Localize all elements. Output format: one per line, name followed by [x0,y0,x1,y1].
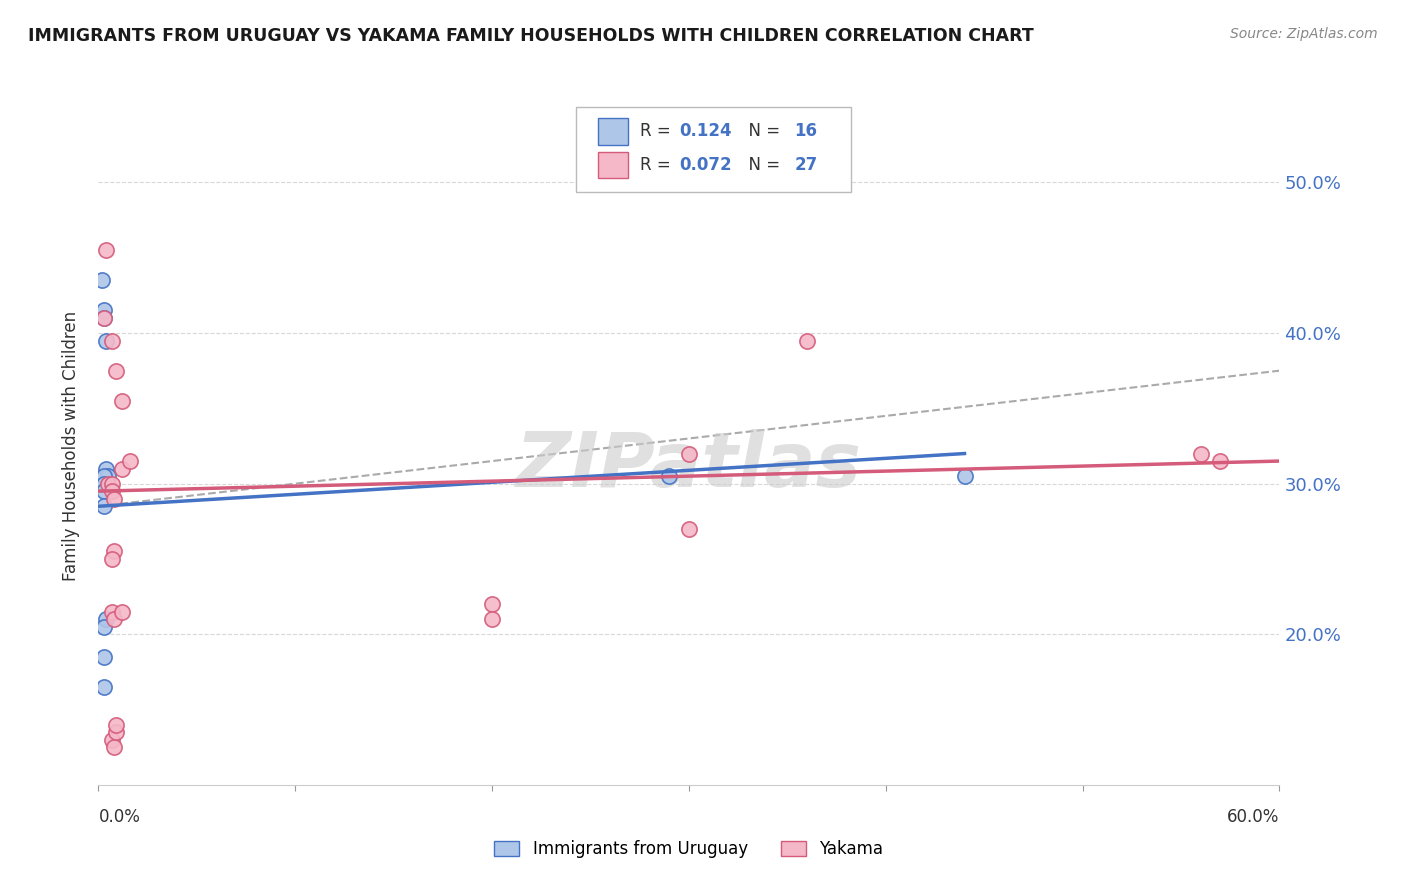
Text: ZIPatlas: ZIPatlas [516,429,862,503]
Point [101,552,124,566]
Text: 27: 27 [794,156,818,174]
Text: 0.072: 0.072 [679,156,731,174]
Point [103,544,125,558]
Point [481,597,503,611]
Text: 16: 16 [794,122,817,140]
Point [93,469,115,483]
Point [105,717,128,731]
Point [101,334,124,348]
Point [103,612,125,626]
Point [93,649,115,664]
Text: R =: R = [640,122,676,140]
Point [111,605,134,619]
Text: 0.0%: 0.0% [98,807,141,826]
Point [97,469,120,483]
Point [93,620,115,634]
Point [101,605,124,619]
Point [953,469,976,483]
Legend: Immigrants from Uruguay, Yakama: Immigrants from Uruguay, Yakama [488,833,890,864]
Point [1189,446,1212,460]
Point [111,393,134,408]
Point [93,310,115,325]
Point [93,310,115,325]
Point [105,725,128,739]
Point [91,273,114,287]
Point [1209,454,1232,468]
Point [678,446,700,460]
Point [96,243,118,257]
Point [97,476,120,491]
Point [678,522,700,536]
Point [101,484,124,499]
Point [658,469,681,483]
Point [111,461,134,475]
Text: 60.0%: 60.0% [1227,807,1279,826]
Text: IMMIGRANTS FROM URUGUAY VS YAKAMA FAMILY HOUSEHOLDS WITH CHILDREN CORRELATION CH: IMMIGRANTS FROM URUGUAY VS YAKAMA FAMILY… [28,27,1033,45]
Point [93,303,115,318]
Point [796,334,818,348]
Text: N =: N = [738,122,786,140]
Point [96,612,118,626]
Text: R =: R = [640,156,676,174]
Point [101,732,124,747]
Point [118,454,141,468]
Point [93,680,115,694]
Text: N =: N = [738,156,786,174]
Point [101,476,124,491]
Point [93,476,115,491]
Y-axis label: Family Households with Children: Family Households with Children [62,311,80,581]
Point [96,334,118,348]
Point [105,364,128,378]
Point [93,500,115,514]
Point [481,612,503,626]
Point [103,740,125,755]
Point [96,461,118,475]
Text: 0.124: 0.124 [679,122,731,140]
Point [93,484,115,499]
Text: Source: ZipAtlas.com: Source: ZipAtlas.com [1230,27,1378,41]
Point [103,491,125,506]
